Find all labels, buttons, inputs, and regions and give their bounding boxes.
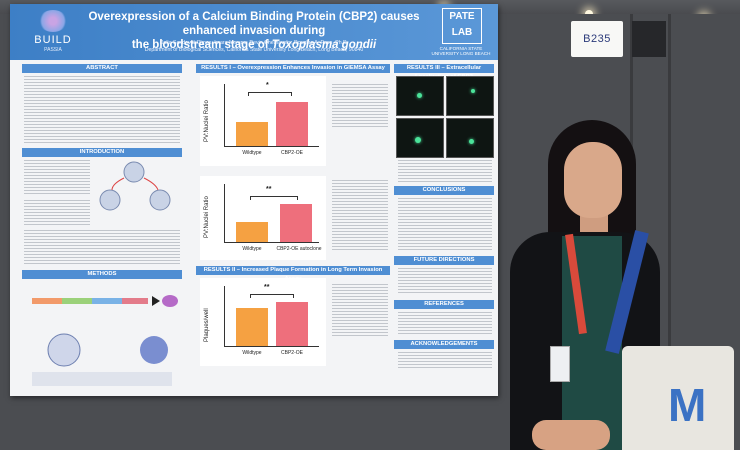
logo-left-subtext: PASSIA <box>44 47 62 53</box>
results2-header: RESULTS II – Increased Plaque Formation … <box>196 266 390 282</box>
ack-text <box>398 352 492 370</box>
chart2-sig: ** <box>266 186 272 193</box>
chart3-bar-cbp2 <box>276 302 308 346</box>
title-line-2: the bloodstream stage of <box>131 39 269 51</box>
intro-text-2 <box>24 200 90 226</box>
chart1-axes <box>224 84 319 147</box>
research-poster: BUILD PASSIA Overexpression of a Calcium… <box>10 4 498 396</box>
presenter-face <box>564 142 622 218</box>
booth-number-sign: B235 <box>571 21 623 57</box>
introduction-header: INTRODUCTION <box>22 148 182 157</box>
title-line-1: Overexpression of a Calcium Binding Prot… <box>88 11 420 37</box>
methods-diagram <box>32 295 178 307</box>
lifecycle-diagram <box>99 161 171 211</box>
abstract-header: ABSTRACT <box>22 64 182 73</box>
results3-text <box>398 160 492 182</box>
conclusions-text <box>398 198 492 250</box>
chart3-ylabel: Plaques/well <box>204 308 210 342</box>
presenter: M <box>492 120 740 450</box>
intro-text <box>24 160 90 196</box>
chart2-bar-cbp2 <box>280 204 312 242</box>
results2-text <box>332 284 388 338</box>
poster-title: Overexpression of a Calcium Binding Prot… <box>84 10 424 52</box>
poster-authors: Dalia Sandoval-Olmos, Imara Moreno, Devi… <box>84 40 424 54</box>
tote-bag <box>622 346 734 450</box>
chart3-sig: ** <box>264 284 270 291</box>
future-text <box>398 268 492 294</box>
conclusions-header: CONCLUSIONS <box>394 186 494 195</box>
chart2-bar-wildtype <box>236 222 268 242</box>
title-species: Toxoplasma gondii <box>271 39 377 51</box>
micrograph-3 <box>396 118 444 158</box>
acknowledgements-header: ACKNOWLEDGEMENTS <box>394 340 494 349</box>
chart2-sig-bracket <box>250 196 298 200</box>
references-header: REFERENCES <box>394 300 494 309</box>
author-list: Dalia Sandoval-Olmos, Imara Moreno, Devi… <box>159 40 349 46</box>
chart1-ylabel: PV:Nuclei Ratio <box>204 100 210 142</box>
chart1-xlabel-2: CBP2-OE <box>281 150 303 156</box>
chart1-xlabel-1: Wildtype <box>242 150 262 156</box>
results1-text-2 <box>332 180 388 250</box>
chart1-sig-bracket <box>248 92 292 96</box>
tote-bag-logo: M <box>668 379 707 431</box>
chart1-bar-cbp2 <box>276 102 308 146</box>
logo-emblem <box>38 10 68 32</box>
chart1-panel: PV:Nuclei Ratio * Wildtype CBP2-OE <box>200 76 326 166</box>
name-badge <box>550 346 570 382</box>
chart2-ylabel: PV:Nuclei Ratio <box>204 196 210 238</box>
chart3-xlabel-1: Wildtype <box>242 350 262 356</box>
build-logo: BUILD PASSIA <box>24 10 82 54</box>
chart3-sig-bracket <box>250 294 294 298</box>
chart3-bar-wildtype <box>236 308 268 346</box>
micrograph-2 <box>446 76 494 116</box>
board-seam <box>668 14 671 450</box>
chart3-xlabel-2: CBP2-OE <box>281 350 303 356</box>
chart1-sig: * <box>266 82 269 89</box>
results1-text <box>332 84 388 128</box>
affiliation: Department of Biological Sciences, Calif… <box>144 47 364 53</box>
chart3-panel: Plaques/well ** Wildtype CBP2-OE <box>200 278 326 366</box>
micrograph-4 <box>446 118 494 158</box>
methods-images <box>32 333 172 386</box>
abstract-text <box>24 76 180 144</box>
chart2-axes <box>224 184 319 243</box>
chart1-bar-wildtype <box>236 122 268 146</box>
lab-logo-text: PATE LAB <box>442 8 482 44</box>
chart2-panel: PV:Nuclei Ratio ** Wildtype CBP2-OE auto… <box>200 176 326 260</box>
references-text <box>398 312 492 336</box>
results1-header: RESULTS I – Overexpression Enhances Inva… <box>196 64 390 73</box>
university-name: CALIFORNIA STATE UNIVERSITY LONG BEACH <box>431 46 491 56</box>
chart2-xlabel-2: CBP2-OE autoclone <box>276 246 322 252</box>
presenter-hands <box>532 420 610 450</box>
logo-left-text: BUILD <box>34 34 72 46</box>
chart3-axes <box>224 286 319 347</box>
poster-banner: BUILD PASSIA Overexpression of a Calcium… <box>10 4 498 60</box>
future-directions-header: FUTURE DIRECTIONS <box>394 256 494 265</box>
lab-logo: PATE LAB CALIFORNIA STATE UNIVERSITY LON… <box>430 8 492 56</box>
board-bracket <box>632 21 666 57</box>
results3-header: RESULTS III – Extracellular Localization… <box>394 64 494 80</box>
methods-header: METHODS <box>22 270 182 279</box>
chart2-xlabel-1: Wildtype <box>242 246 262 252</box>
micrograph-1 <box>396 76 444 116</box>
hypothesis-text <box>24 230 180 266</box>
